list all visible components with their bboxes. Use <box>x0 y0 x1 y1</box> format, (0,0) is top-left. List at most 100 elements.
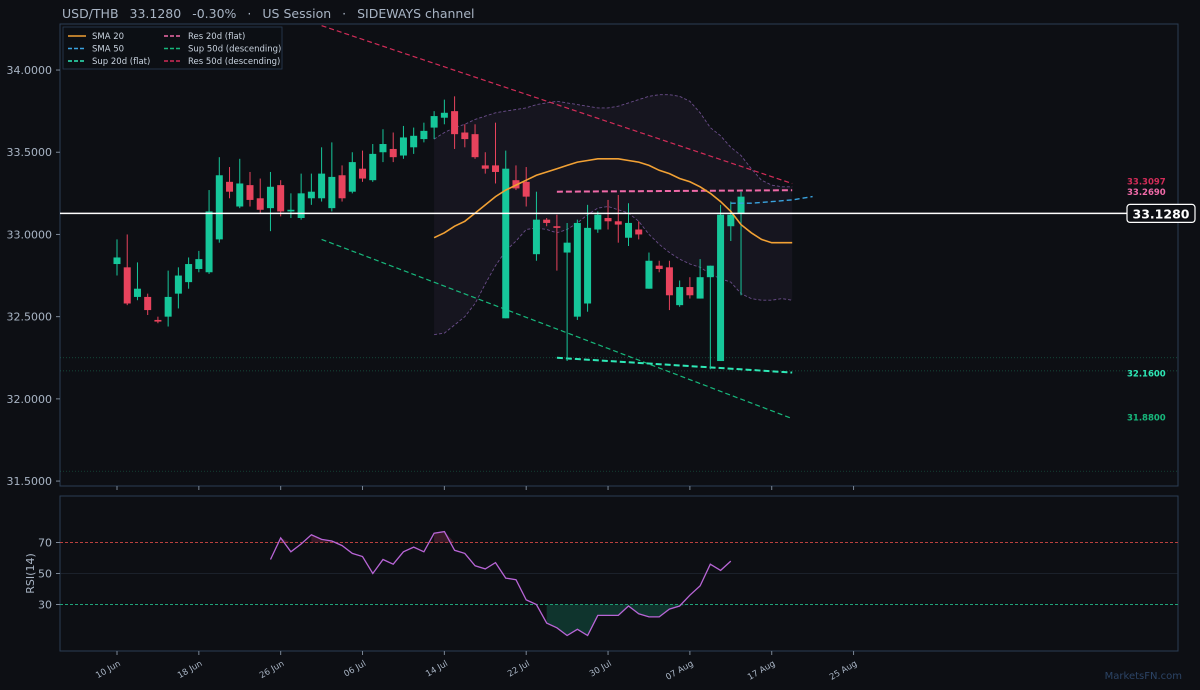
candle-body <box>287 209 295 212</box>
candle-body <box>318 173 326 199</box>
candle-body <box>123 267 131 304</box>
candle-body <box>635 229 643 235</box>
candle-down <box>655 260 663 273</box>
candle-up <box>706 265 714 370</box>
candle-down <box>553 214 561 271</box>
candle-body <box>543 219 551 223</box>
candle-up <box>164 270 172 327</box>
candle-body <box>297 193 305 219</box>
bollinger-band-fill <box>434 94 793 335</box>
candle-down <box>461 124 469 148</box>
price-panel: 31.5000 32.0000 32.5000 33.0000 33.5000 34.00… <box>7 23 1196 488</box>
xtick-label: 22 Jul <box>506 659 532 680</box>
candle-body <box>399 137 407 156</box>
legend-label: Sup 20d (flat) <box>92 57 150 67</box>
candle-body <box>307 191 315 199</box>
candle-body <box>706 265 714 278</box>
candle-up <box>625 203 632 246</box>
candle-body <box>727 214 735 227</box>
candle-down <box>359 150 367 182</box>
channel-label: SIDEWAYS channel <box>357 6 475 21</box>
rsi-ytick-label: 70 <box>38 537 52 550</box>
candle-body <box>236 183 244 207</box>
candle-body <box>573 222 581 317</box>
xtick-label: 06 Jul <box>342 659 368 680</box>
candle-body <box>584 227 592 304</box>
res50-level-label: 33.3097 <box>1127 178 1166 188</box>
candle-up <box>676 280 684 307</box>
bollinger-upper-line <box>433 94 793 188</box>
sup20-line <box>556 356 793 374</box>
candle-body <box>614 221 622 225</box>
candle-body <box>164 296 172 317</box>
candle-body <box>359 168 367 179</box>
candle-body <box>553 226 561 228</box>
candle-up <box>318 147 326 202</box>
candle-body <box>256 198 264 210</box>
price-ytick-label: 33.0000 <box>7 228 53 241</box>
candle-body <box>277 185 285 212</box>
legend: SMA 20 SMA 50 Sup 20d (flat) Res 20d (flat)… <box>62 26 283 70</box>
candle-down <box>451 96 459 149</box>
candle-down <box>543 218 551 227</box>
price-ytick-label: 34.0000 <box>7 64 53 77</box>
candle-down <box>686 277 694 299</box>
candle-up <box>584 204 592 312</box>
candle-body <box>461 132 469 140</box>
candle-down <box>635 221 643 240</box>
candle-body <box>144 296 152 311</box>
candle-up <box>379 129 387 163</box>
candle-up <box>727 201 735 242</box>
separator-2: · <box>342 6 347 21</box>
candle-down <box>471 124 479 159</box>
candle-body <box>174 275 182 294</box>
separator-1: · <box>247 6 252 21</box>
candle-body <box>440 112 448 118</box>
candle-down <box>144 293 152 316</box>
pair-label: USD/THB <box>62 6 119 21</box>
candle-body <box>481 165 489 169</box>
candle-body <box>655 265 663 269</box>
candle-down <box>665 260 673 311</box>
candle-body <box>532 219 540 255</box>
sup50-line <box>321 238 793 420</box>
candle-body <box>338 175 346 199</box>
candle-up <box>266 171 274 232</box>
candle-body <box>328 176 336 209</box>
candle-body <box>717 214 725 362</box>
sup50-level-label: 31.8800 <box>1127 414 1166 424</box>
candle-body <box>604 218 612 222</box>
candle-body <box>522 181 530 197</box>
candle-body <box>430 116 438 128</box>
candle-down <box>389 132 397 163</box>
candle-body <box>410 135 418 148</box>
price-ytick-label: 32.5000 <box>7 311 53 324</box>
candle-body <box>133 288 141 297</box>
res20-level-label: 33.2690 <box>1127 188 1166 198</box>
res20-line <box>556 189 793 193</box>
price-panel-frame <box>59 23 1179 487</box>
watermark: MarketsFN.com <box>1105 671 1182 682</box>
candle-up <box>573 219 581 320</box>
candle-body <box>185 264 193 283</box>
candle-up <box>410 127 418 154</box>
candle-up <box>532 191 540 261</box>
candle-up <box>369 144 377 182</box>
rsi-ylabel: RSI(14) <box>24 553 37 593</box>
candle-up <box>645 252 653 289</box>
candle-up <box>717 204 725 362</box>
candle-up <box>185 257 193 289</box>
x-axis: 10 Jun 18 Jun 26 Jun 06 Jul 14 Jul 22 Jul 30 J… <box>94 486 859 683</box>
legend-label: Res 20d (flat) <box>188 32 245 42</box>
candle-up <box>440 99 448 125</box>
candle-down <box>277 180 285 217</box>
candle-up <box>297 173 305 220</box>
candle-body <box>195 259 203 269</box>
candle-body <box>502 168 510 319</box>
candle-down <box>522 167 530 207</box>
candle-up <box>399 125 407 159</box>
xtick-label: 30 Jul <box>588 659 614 680</box>
change-label: -0.30% <box>192 6 237 21</box>
